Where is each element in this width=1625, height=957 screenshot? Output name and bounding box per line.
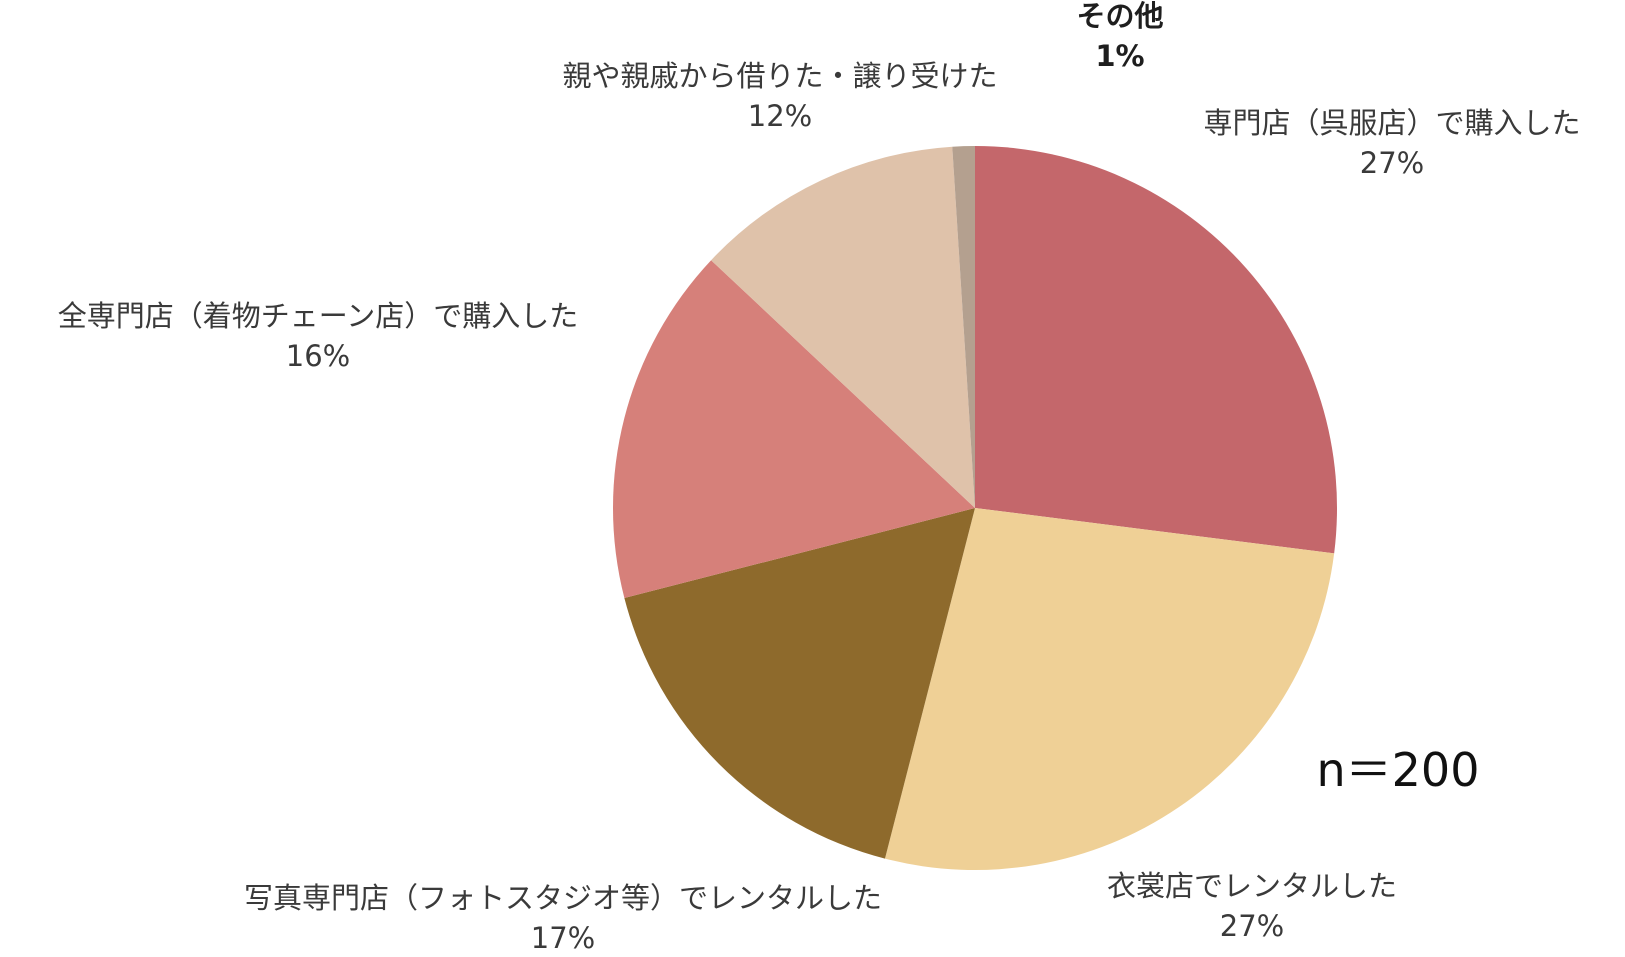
slice-percent-label: 27% <box>1220 909 1284 943</box>
pie-slice <box>711 146 975 508</box>
pie-slices <box>612 145 1338 871</box>
slice-category-label: 全専門店（着物チェーン店）で購入した <box>58 299 579 333</box>
slice-category-label: 専門店（呉服店）で購入した <box>1203 106 1580 140</box>
pie-slice <box>975 146 1338 554</box>
slice-category-label: その他 <box>1076 0 1163 33</box>
pie-slice <box>624 508 975 859</box>
slice-category-label: 衣裳店でレンタルした <box>1107 869 1397 903</box>
pie-slice <box>952 145 975 508</box>
pie-slice <box>884 508 1335 871</box>
slice-category-label: 親や親戚から借りた・譲り受けた <box>562 59 997 93</box>
pie-slice <box>612 260 975 599</box>
slice-labels: 専門店（呉服店）で購入した 27% 衣裳店でレンタルした 27% 写真専門店（フォトスタ… <box>58 0 1581 955</box>
slice-percent-label: 12% <box>748 99 812 133</box>
sample-size-note: n＝200 <box>1317 743 1480 797</box>
slice-percent-label: 1% <box>1095 39 1144 73</box>
slice-category-label: 写真専門店（フォトスタジオ等）でレンタルした <box>244 881 882 915</box>
slice-percent-label: 17% <box>531 921 595 955</box>
slice-percent-label: 27% <box>1360 146 1424 180</box>
slice-percent-label: 16% <box>286 339 350 373</box>
